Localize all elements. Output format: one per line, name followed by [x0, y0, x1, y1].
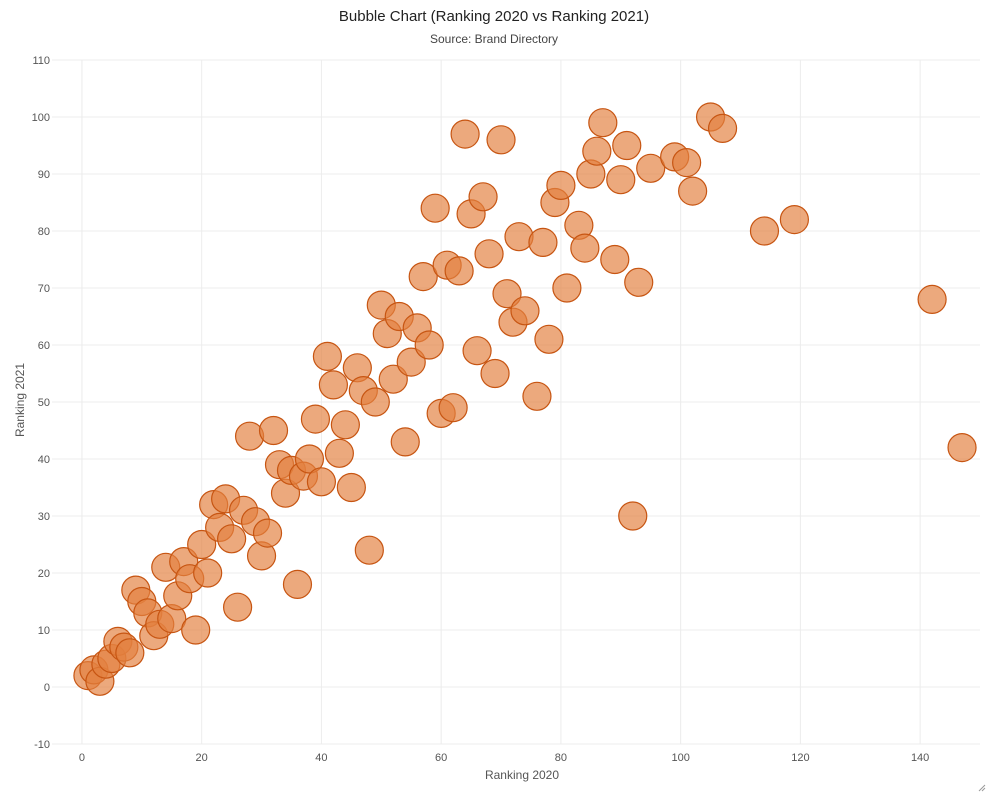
bubble-point[interactable] [115, 638, 145, 668]
bubble-point[interactable] [252, 518, 283, 548]
grid-lines [52, 59, 980, 745]
bubble-point[interactable] [181, 615, 211, 645]
bubble-point[interactable] [606, 165, 636, 195]
bubble-point[interactable] [749, 216, 780, 246]
bubble-point[interactable] [408, 262, 438, 292]
bubble-point[interactable] [318, 370, 348, 400]
bubble-point[interactable] [396, 347, 426, 377]
x-tick-label: 100 [671, 752, 689, 764]
bubble-point[interactable] [294, 444, 325, 474]
bubble-point[interactable] [582, 136, 612, 166]
y-tick-label: -10 [34, 739, 50, 751]
bubble-point[interactable] [354, 535, 384, 565]
bubble-point[interactable] [917, 284, 947, 314]
y-tick-label: 60 [38, 340, 50, 352]
bubble-point[interactable] [779, 205, 810, 235]
bubble-point[interactable] [474, 239, 504, 269]
bubble-point[interactable] [438, 393, 468, 423]
bubble-point[interactable] [600, 244, 630, 275]
y-tick-label: 0 [44, 682, 50, 694]
x-tick-label: 60 [435, 752, 447, 764]
bubble-point[interactable] [378, 364, 408, 394]
bubble-point[interactable] [624, 267, 654, 297]
bubble-point[interactable] [193, 558, 223, 588]
bubble-point[interactable] [588, 108, 618, 138]
bubble-point[interactable] [468, 182, 498, 212]
y-axis-ticks: -10 0 10 20 30 40 50 60 70 80 90 100 110 [32, 55, 50, 751]
bubble-point[interactable] [534, 324, 564, 354]
bubble-point[interactable] [672, 148, 702, 178]
bubble-point[interactable] [636, 153, 666, 183]
y-tick-label: 90 [38, 169, 50, 181]
resize-grip-icon[interactable] [976, 782, 986, 792]
bubble-point[interactable] [462, 336, 492, 366]
x-tick-label: 80 [555, 752, 567, 764]
x-tick-label: 120 [791, 752, 809, 764]
x-tick-label: 0 [79, 752, 85, 764]
y-tick-label: 10 [38, 625, 50, 637]
bubble-point[interactable] [360, 387, 390, 417]
bubble-point[interactable] [390, 427, 420, 457]
bubble-point[interactable] [618, 501, 648, 531]
y-tick-label: 100 [32, 112, 50, 124]
y-tick-label: 80 [38, 226, 50, 238]
x-tick-label: 20 [196, 752, 208, 764]
bubble-point[interactable] [187, 529, 217, 560]
x-tick-label: 40 [315, 752, 327, 764]
bubble-point[interactable] [510, 296, 540, 326]
y-tick-label: 70 [38, 283, 50, 295]
bubble-series [73, 102, 977, 696]
y-axis-label: Ranking 2021 [13, 363, 27, 437]
y-tick-label: 20 [38, 568, 50, 580]
bubble-point[interactable] [306, 467, 337, 497]
bubble-point[interactable] [492, 279, 522, 309]
y-tick-label: 40 [38, 454, 50, 466]
bubble-point[interactable] [420, 193, 450, 223]
bubble-point[interactable] [300, 404, 331, 434]
bubble-point[interactable] [330, 410, 360, 440]
bubble-point[interactable] [528, 227, 558, 257]
bubble-point[interactable] [678, 176, 708, 206]
y-tick-label: 30 [38, 511, 50, 523]
x-axis-label: Ranking 2020 [485, 768, 559, 782]
bubble-point[interactable] [480, 358, 510, 389]
bubble-point[interactable] [570, 233, 600, 263]
bubble-point[interactable] [504, 222, 534, 252]
bubble-point[interactable] [552, 273, 582, 303]
bubble-point[interactable] [486, 125, 516, 155]
bubble-point[interactable] [336, 472, 366, 503]
bubble-point[interactable] [312, 341, 343, 371]
bubble-point[interactable] [546, 170, 576, 200]
bubble-point[interactable] [444, 256, 474, 286]
bubble-point[interactable] [707, 113, 738, 143]
bubble-point[interactable] [522, 381, 552, 411]
bubble-point[interactable] [217, 524, 247, 554]
bubble-point[interactable] [947, 433, 977, 463]
bubble-point[interactable] [282, 569, 313, 600]
bubble-point[interactable] [414, 330, 444, 360]
y-tick-label: 50 [38, 397, 50, 409]
y-tick-label: 110 [32, 55, 50, 67]
bubble-point[interactable] [612, 130, 642, 161]
bubble-point[interactable] [258, 415, 289, 446]
bubble-point[interactable] [450, 119, 480, 149]
bubble-point[interactable] [223, 592, 253, 622]
x-tick-label: 140 [911, 752, 929, 764]
bubble-point[interactable] [234, 421, 265, 451]
x-axis-ticks: 0 20 40 60 80 100 120 140 [79, 752, 929, 764]
chart-title: Bubble Chart (Ranking 2020 vs Ranking 20… [339, 8, 649, 25]
bubble-point[interactable] [324, 438, 354, 468]
chart-subtitle: Source: Brand Directory [430, 32, 558, 46]
